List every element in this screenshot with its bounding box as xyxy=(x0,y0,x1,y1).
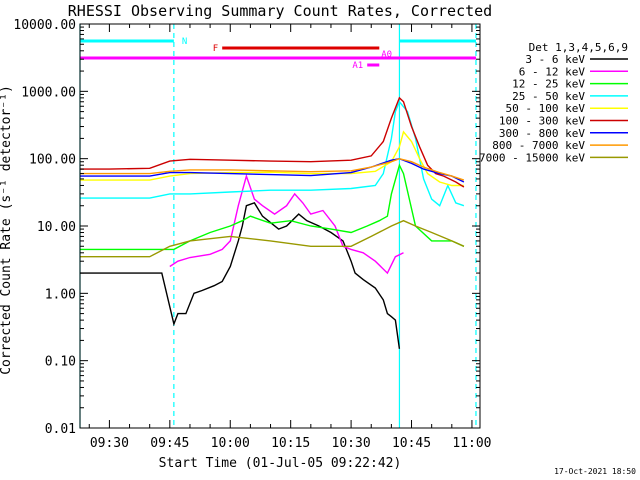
series-line-8 xyxy=(80,219,465,258)
y-tick-label-6: 0.01 xyxy=(45,422,76,437)
legend-label-2: 12 - 25 keV xyxy=(512,78,585,91)
x-tick-label-0: 09:30 xyxy=(90,436,129,451)
legend-header: Det 1,3,4,5,6,9 xyxy=(529,41,628,54)
footer-date: 17-Oct-2021 18:50 xyxy=(554,467,636,476)
y-axis-label: Corrected Count Rate (s⁻¹ detector⁻¹) xyxy=(0,85,14,375)
legend-label-6: 300 - 800 keV xyxy=(499,127,585,140)
plot-frame xyxy=(79,23,481,429)
y-tick-label-3: 10.00 xyxy=(37,220,76,235)
flag-label-F: F xyxy=(213,44,218,54)
flag-label-A1: A1 xyxy=(352,61,363,71)
x-tick-label-1: 09:45 xyxy=(150,436,189,451)
y-tick-label-4: 1.00 xyxy=(45,287,76,302)
flag-label-N: N xyxy=(182,37,187,47)
series-line-7 xyxy=(80,157,465,181)
series-line-3 xyxy=(80,100,465,207)
y-tick-label-5: 0.10 xyxy=(45,355,76,370)
x-tick-label-2: 10:00 xyxy=(211,436,250,451)
y-tick-label-2: 100.00 xyxy=(29,153,76,168)
legend-label-0: 3 - 6 keV xyxy=(525,53,585,66)
legend-label-5: 100 - 300 keV xyxy=(499,115,585,128)
legend-label-8: 7000 - 15000 keV xyxy=(479,151,585,164)
x-tick-label-4: 10:30 xyxy=(332,436,371,451)
x-axis-label: Start Time (01-Jul-05 09:22:42) xyxy=(159,456,402,471)
series-line-2 xyxy=(80,163,465,251)
legend-label-1: 6 - 12 keV xyxy=(519,65,586,78)
legend-label-7: 800 - 7000 keV xyxy=(492,139,585,152)
series-line-0 xyxy=(80,202,401,349)
y-tick-label-1: 1000.00 xyxy=(21,85,76,100)
x-tick-label-5: 10:45 xyxy=(392,436,431,451)
series-line-4 xyxy=(80,130,464,187)
x-tick-label-6: 11:00 xyxy=(452,436,491,451)
chart-title: RHESSI Observing Summary Count Rates, Co… xyxy=(68,2,492,20)
x-tick-label-3: 10:15 xyxy=(271,436,310,451)
flag-label-A0: A0 xyxy=(381,50,392,60)
y-tick-label-0: 10000.00 xyxy=(13,18,76,33)
flag-bars: N F A0 A1 xyxy=(80,37,476,71)
legend-label-4: 50 - 100 keV xyxy=(506,102,586,115)
series-line-1 xyxy=(169,173,404,275)
plot-area xyxy=(79,24,477,428)
legend-label-3: 25 - 50 keV xyxy=(512,90,585,103)
series-line-6 xyxy=(80,157,465,183)
axes: 10000.00 1000.00 100.00 10.00 1.00 0.10 0.01 09… xyxy=(13,18,491,451)
